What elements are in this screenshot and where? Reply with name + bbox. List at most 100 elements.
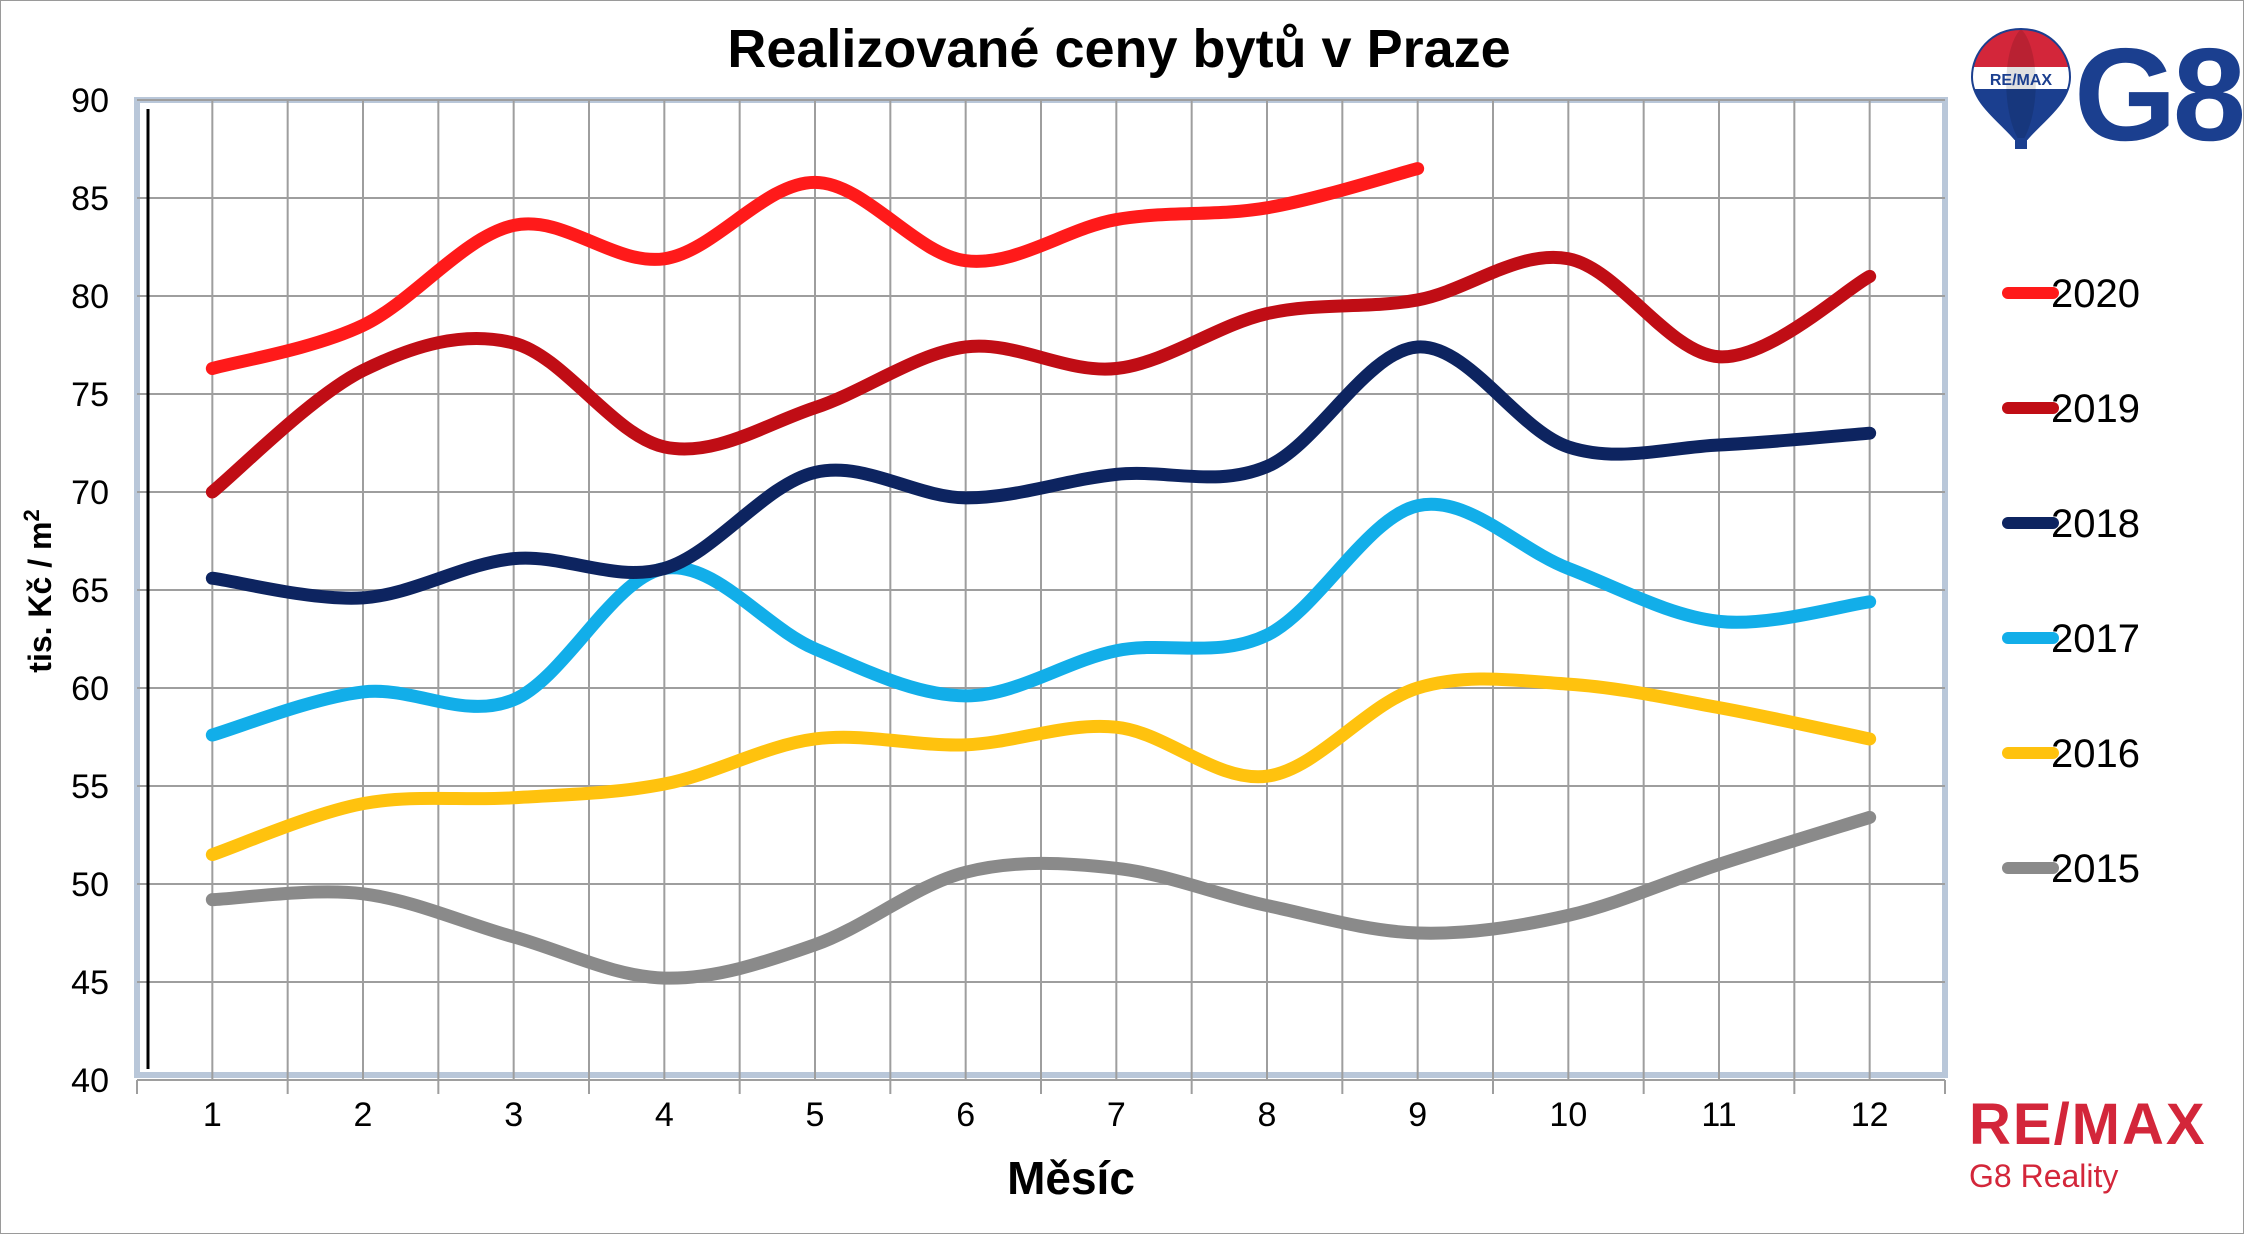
data-point-2017 (1869, 601, 1871, 603)
data-point-2019 (1567, 258, 1569, 260)
data-point-2020 (362, 324, 364, 326)
legend-label-2016: 2016 (2051, 732, 2140, 776)
data-point-2019 (814, 407, 816, 409)
data-point-2019 (663, 446, 665, 448)
y-tick-label: 80 (71, 278, 109, 316)
y-axis-title-text: tis. Kč / m (22, 522, 58, 673)
data-point-2019 (211, 491, 213, 493)
y-tick-label: 45 (71, 964, 109, 1002)
data-point-2016 (513, 797, 515, 799)
data-point-2019 (965, 346, 967, 348)
data-point-2016 (814, 738, 816, 740)
data-point-2017 (965, 695, 967, 697)
data-point-2016 (1266, 775, 1268, 777)
data-point-2015 (965, 871, 967, 873)
y-axis-tick-labels: 40 45 50 55 60 65 70 75 80 85 90 (71, 82, 109, 1100)
x-tick-label: 2 (354, 1096, 373, 1134)
data-point-2015 (1266, 905, 1268, 907)
remax-g8-logo: RE/MAX G8 (1966, 21, 2244, 161)
data-point-2020 (1115, 219, 1117, 221)
data-point-2016 (663, 783, 665, 785)
data-point-2015 (362, 893, 364, 895)
data-point-2018 (1417, 346, 1419, 348)
data-point-2017 (1567, 567, 1569, 569)
data-point-2016 (1115, 726, 1117, 728)
data-point-2016 (362, 803, 364, 805)
remax-wordmark: RE/MAX (1969, 1092, 2207, 1157)
x-tick-label: 7 (1107, 1096, 1126, 1134)
legend-label-2018: 2018 (2051, 502, 2140, 546)
y-tick-label: 85 (71, 180, 109, 218)
x-tick-label: 5 (806, 1096, 825, 1134)
data-point-2016 (1869, 738, 1871, 740)
x-tick-label: 9 (1408, 1096, 1427, 1134)
legend-label-2015: 2015 (2051, 847, 2140, 891)
data-point-2015 (1115, 867, 1117, 869)
data-point-2015 (1718, 863, 1720, 865)
data-point-2018 (814, 471, 816, 473)
legend-label-2017: 2017 (2051, 617, 2140, 661)
data-point-2018 (1567, 446, 1569, 448)
data-point-2019 (362, 369, 364, 371)
data-point-2020 (211, 368, 213, 370)
x-tick-label: 4 (655, 1096, 674, 1134)
data-point-2015 (663, 977, 665, 979)
y-tick-label: 65 (71, 572, 109, 610)
y-tick-label: 40 (71, 1062, 109, 1100)
data-point-2015 (1417, 932, 1419, 934)
data-point-2018 (211, 577, 213, 579)
data-point-2019 (513, 342, 515, 344)
y-tick-label: 70 (71, 474, 109, 512)
series-line-2017 (205, 497, 1877, 742)
data-point-2019 (1718, 356, 1720, 358)
x-axis-tick-labels: 1 2 3 4 5 6 7 8 9 10 11 12 (203, 1096, 1889, 1134)
data-point-2019 (1266, 313, 1268, 315)
data-point-2016 (1567, 683, 1569, 685)
data-point-2019 (1869, 275, 1871, 277)
data-point-2016 (1718, 707, 1720, 709)
x-axis-tick-marks (136, 1080, 1946, 1094)
x-tick-label: 6 (956, 1096, 975, 1134)
data-point-2015 (1567, 914, 1569, 916)
remax-balloon-icon: RE/MAX (1970, 27, 2072, 149)
data-point-2020 (965, 260, 967, 262)
data-point-2017 (513, 699, 515, 701)
x-tick-label: 11 (1701, 1096, 1736, 1134)
y-tick-label: 60 (71, 670, 109, 708)
x-axis-title: Měsíc (1007, 1152, 1135, 1204)
legend-label-2020: 2020 (2051, 272, 2140, 316)
series-line-2019 (205, 250, 1877, 499)
data-point-2016 (211, 854, 213, 856)
x-tick-label: 12 (1851, 1096, 1889, 1134)
series-line-2018 (205, 340, 1877, 605)
x-tick-label: 3 (504, 1096, 523, 1134)
data-point-2017 (1266, 634, 1268, 636)
series-line-2016 (205, 672, 1877, 862)
data-point-2015 (211, 899, 213, 901)
data-point-2019 (1115, 368, 1117, 370)
data-point-2018 (965, 497, 967, 499)
legend: 2020 2019 2018 2017 2016 2015 (2002, 272, 2140, 891)
data-point-2016 (1417, 687, 1419, 689)
x-tick-label: 8 (1258, 1096, 1277, 1134)
y-tick-label: 50 (71, 866, 109, 904)
data-point-2020 (513, 224, 515, 226)
balloon-text: RE/MAX (1990, 72, 2053, 89)
y-axis-title-superscript: 2 (19, 509, 44, 521)
data-point-2017 (814, 648, 816, 650)
data-point-2019 (1417, 299, 1419, 301)
data-point-2015 (814, 944, 816, 946)
data-point-2017 (362, 691, 364, 693)
data-point-2017 (1115, 650, 1117, 652)
data-point-2018 (1869, 432, 1871, 434)
data-point-2015 (1869, 816, 1871, 818)
y-tick-label: 55 (71, 768, 109, 806)
g8-brand-text: G8 (2074, 21, 2244, 168)
data-point-2018 (1266, 466, 1268, 468)
data-point-2018 (362, 597, 364, 599)
x-tick-label: 10 (1549, 1096, 1587, 1134)
data-point-2018 (663, 567, 665, 569)
data-point-2017 (211, 734, 213, 736)
